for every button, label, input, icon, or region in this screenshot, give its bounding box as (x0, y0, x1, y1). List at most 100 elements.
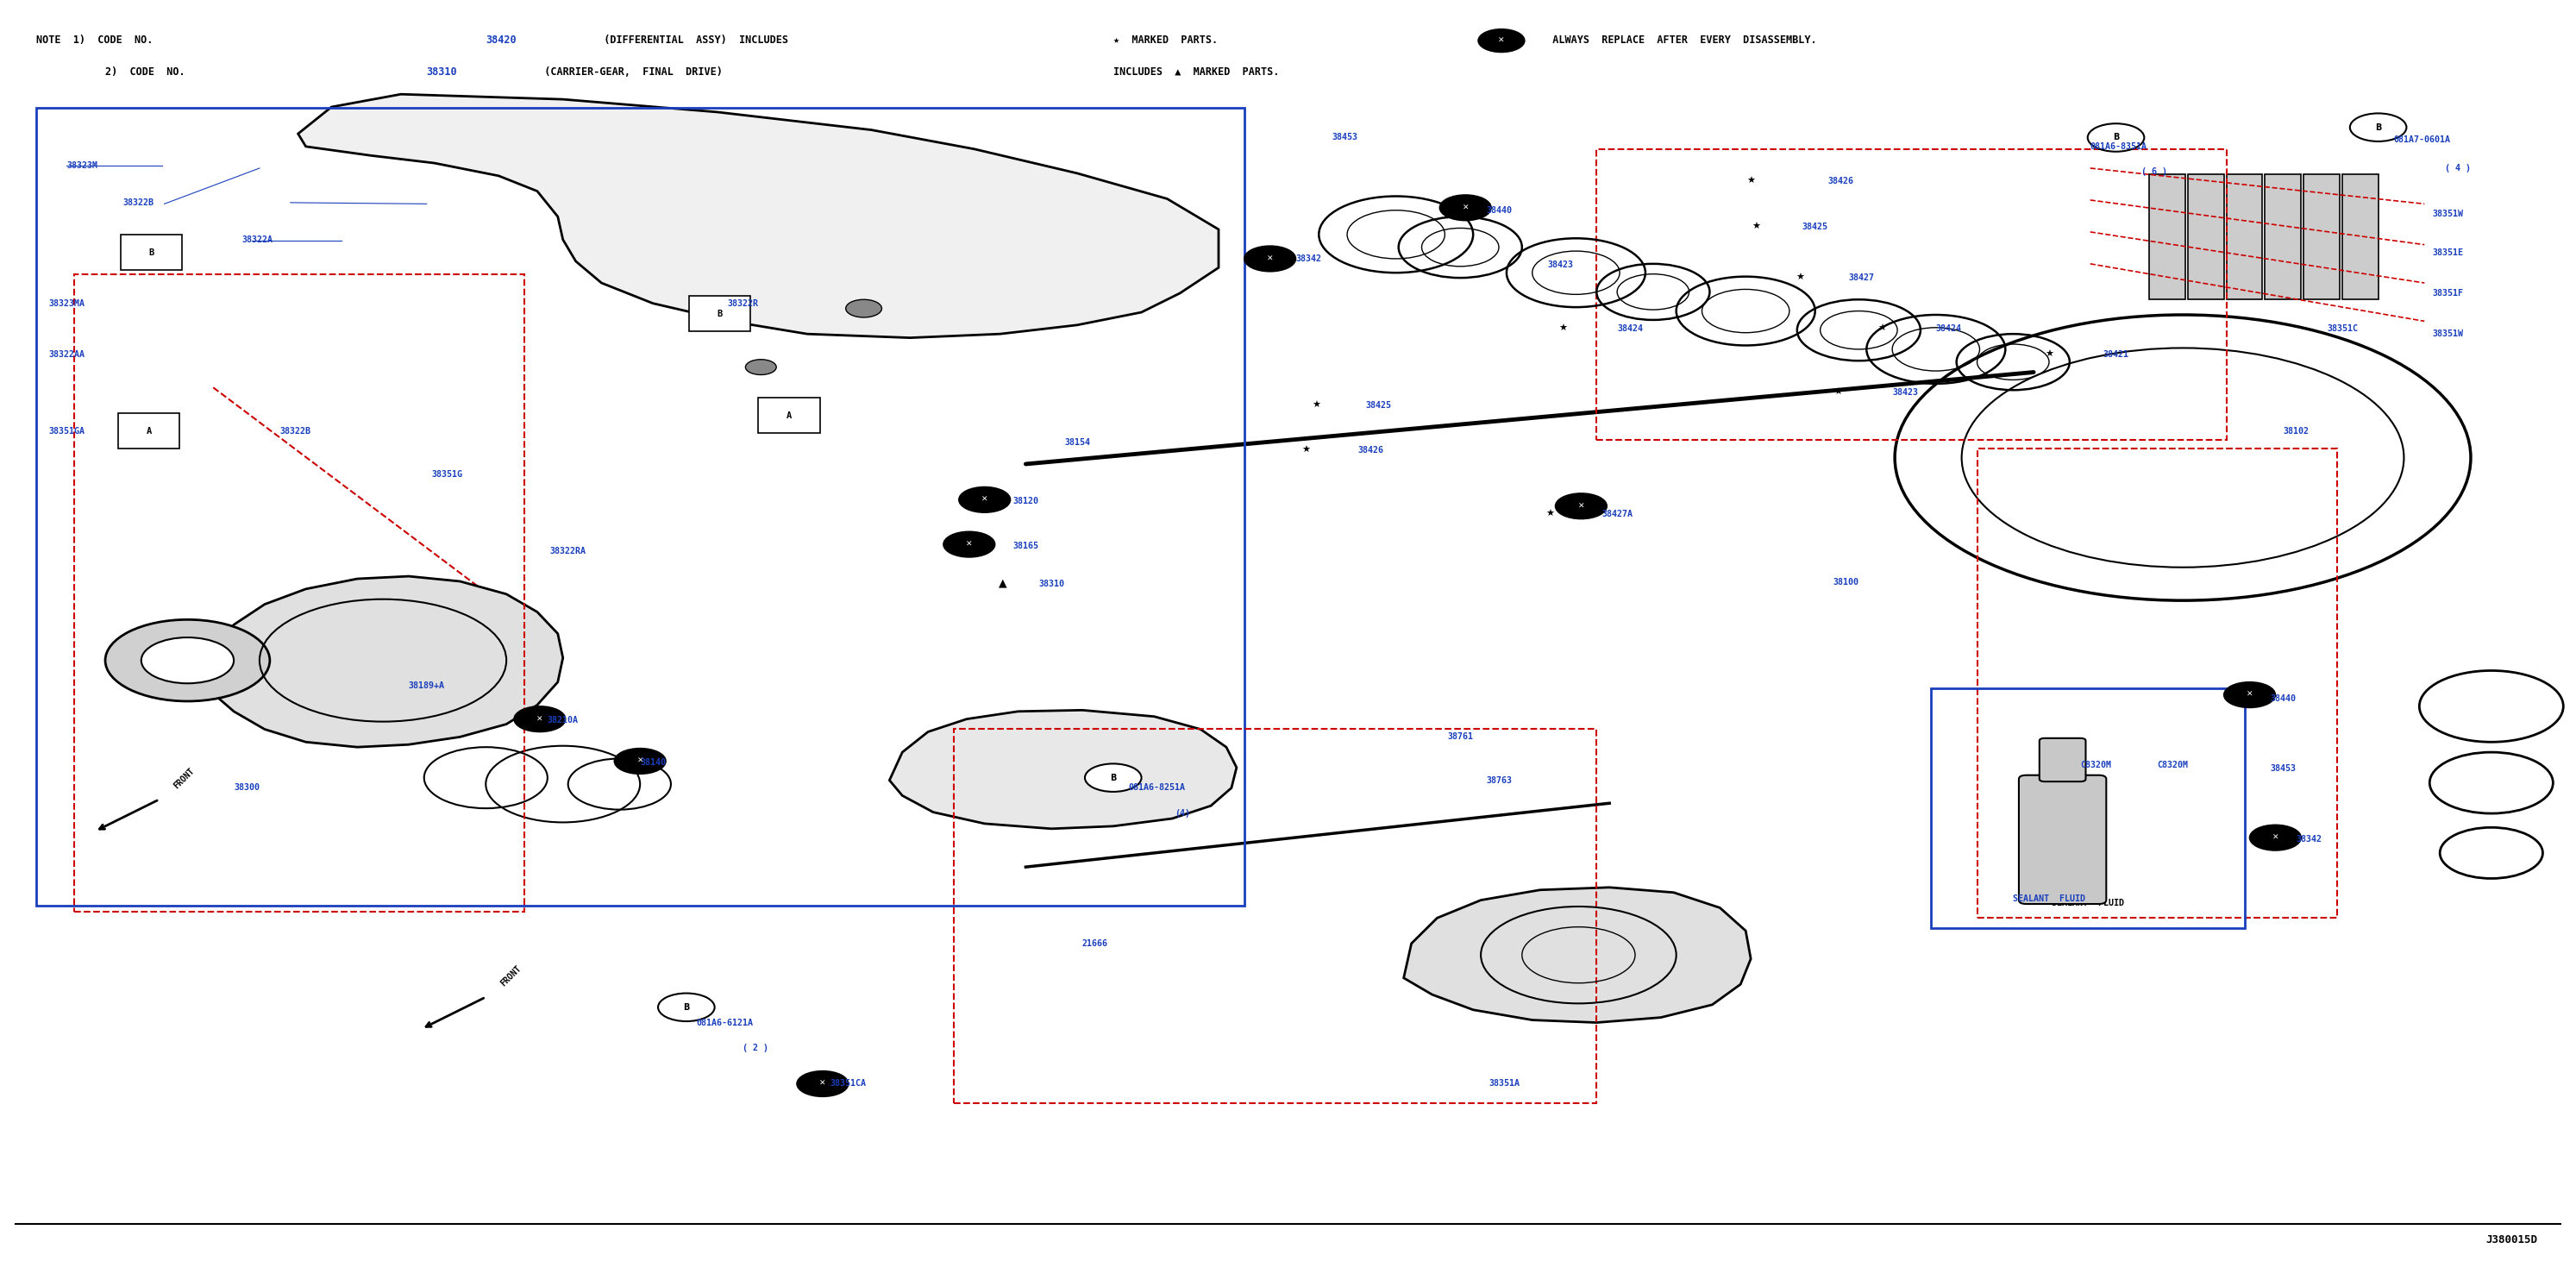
Text: ★: ★ (1546, 509, 1553, 518)
Text: ✕: ✕ (966, 540, 971, 548)
Circle shape (2249, 824, 2300, 850)
Circle shape (1084, 764, 1141, 792)
Text: 38322A: 38322A (242, 236, 273, 244)
Text: (DIFFERENTIAL  ASSY)  INCLUDES: (DIFFERENTIAL ASSY) INCLUDES (592, 35, 788, 46)
Text: 38323MA: 38323MA (49, 300, 85, 307)
Text: 38426: 38426 (1829, 177, 1855, 186)
Text: ★: ★ (1878, 325, 1886, 333)
Text: 38322B: 38322B (124, 198, 155, 207)
FancyBboxPatch shape (757, 398, 819, 434)
Text: 38440: 38440 (1486, 206, 1512, 215)
Text: 38425: 38425 (1365, 401, 1391, 410)
Text: SEALANT  FLUID: SEALANT FLUID (2050, 899, 2123, 908)
Text: ( 6 ): ( 6 ) (2141, 168, 2166, 177)
Text: 38427A: 38427A (1602, 509, 1633, 518)
Text: 38424: 38424 (1937, 325, 1963, 333)
Text: ( 2 ): ( 2 ) (742, 1043, 768, 1052)
Text: 2)  CODE  NO.: 2) CODE NO. (106, 67, 209, 77)
Text: 38453: 38453 (2269, 764, 2295, 773)
Text: 38322R: 38322R (726, 300, 757, 307)
Text: 38322AA: 38322AA (49, 349, 85, 358)
Text: ✕: ✕ (1499, 37, 1504, 45)
Text: B: B (683, 1004, 690, 1011)
Text: 38189+A: 38189+A (410, 681, 446, 690)
Text: 38440: 38440 (2269, 694, 2295, 703)
Text: 38420: 38420 (487, 35, 518, 46)
Text: 38761: 38761 (1448, 732, 1473, 741)
Text: ( 4 ): ( 4 ) (2445, 164, 2470, 173)
Polygon shape (889, 710, 1236, 828)
Text: ✕: ✕ (1267, 255, 1273, 262)
Circle shape (2223, 682, 2275, 708)
Text: NOTE  1)  CODE  NO.: NOTE 1) CODE NO. (36, 35, 178, 46)
Text: 38763: 38763 (1486, 776, 1512, 785)
Text: ✕: ✕ (1463, 204, 1468, 211)
Text: 38351W: 38351W (2432, 210, 2463, 219)
Text: 38351GA: 38351GA (49, 426, 85, 435)
Text: ★  MARKED  PARTS.: ★ MARKED PARTS. (1113, 35, 1218, 46)
Text: 38351C: 38351C (2326, 325, 2357, 333)
Text: J380015D: J380015D (2486, 1234, 2537, 1245)
Text: 38426: 38426 (1358, 445, 1383, 454)
Circle shape (796, 1071, 848, 1097)
Circle shape (943, 531, 994, 557)
Circle shape (2349, 114, 2406, 141)
FancyBboxPatch shape (118, 413, 180, 449)
Text: FRONT: FRONT (173, 767, 196, 791)
Text: ✕: ✕ (981, 495, 987, 503)
Text: ★: ★ (1747, 177, 1754, 186)
Text: 081A7-0601A: 081A7-0601A (2393, 136, 2450, 145)
Text: 38154: 38154 (1064, 438, 1090, 447)
FancyBboxPatch shape (2264, 174, 2300, 300)
Text: 38421: 38421 (2102, 349, 2128, 358)
FancyBboxPatch shape (2020, 776, 2107, 904)
Text: ALWAYS  REPLACE  AFTER  EVERY  DISASSEMBLY.: ALWAYS REPLACE AFTER EVERY DISASSEMBLY. (1540, 35, 1816, 46)
FancyBboxPatch shape (2226, 174, 2262, 300)
Polygon shape (204, 576, 564, 748)
Text: 38210A: 38210A (549, 716, 580, 724)
Text: B: B (2375, 123, 2380, 132)
Text: 081A6-6121A: 081A6-6121A (696, 1019, 755, 1027)
Text: 38120: 38120 (1012, 497, 1038, 506)
Text: (CARRIER-GEAR,  FINAL  DRIVE): (CARRIER-GEAR, FINAL DRIVE) (533, 67, 721, 77)
Text: B: B (149, 248, 155, 257)
FancyBboxPatch shape (688, 296, 750, 332)
Text: 38322RA: 38322RA (551, 547, 587, 556)
Circle shape (744, 360, 775, 375)
Text: (4): (4) (1175, 809, 1190, 818)
Text: 38342: 38342 (1296, 255, 1321, 262)
Text: ✕: ✕ (1579, 502, 1584, 509)
Text: 38351W: 38351W (2432, 330, 2463, 338)
Circle shape (696, 301, 737, 321)
Circle shape (142, 637, 234, 684)
Text: 38165: 38165 (1012, 541, 1038, 550)
Polygon shape (299, 95, 1218, 338)
Text: 21666: 21666 (1082, 940, 1108, 947)
FancyBboxPatch shape (2342, 174, 2378, 300)
Text: 38323M: 38323M (67, 161, 98, 170)
FancyBboxPatch shape (2040, 739, 2087, 782)
Text: SEALANT  FLUID: SEALANT FLUID (2012, 895, 2087, 904)
Text: A: A (147, 426, 152, 435)
Text: 38425: 38425 (1803, 223, 1829, 232)
Text: 38300: 38300 (234, 783, 260, 792)
Circle shape (657, 993, 714, 1021)
Circle shape (106, 620, 270, 701)
Text: 38351E: 38351E (2432, 248, 2463, 257)
Text: 38342: 38342 (2295, 835, 2321, 844)
FancyBboxPatch shape (2148, 174, 2184, 300)
FancyBboxPatch shape (2187, 174, 2223, 300)
Text: 38322B: 38322B (281, 426, 312, 435)
Text: FRONT: FRONT (500, 964, 523, 988)
Circle shape (1244, 246, 1296, 271)
FancyBboxPatch shape (2303, 174, 2339, 300)
Text: ✕: ✕ (2246, 691, 2254, 699)
Circle shape (1556, 493, 1607, 518)
Text: 38351A: 38351A (1489, 1079, 1520, 1088)
Text: B: B (2112, 133, 2120, 142)
Circle shape (613, 749, 665, 774)
Text: 38102: 38102 (2282, 426, 2308, 435)
Circle shape (1440, 195, 1492, 220)
Polygon shape (1404, 887, 1752, 1023)
Text: 081A6-8251A: 081A6-8251A (1128, 783, 1185, 792)
